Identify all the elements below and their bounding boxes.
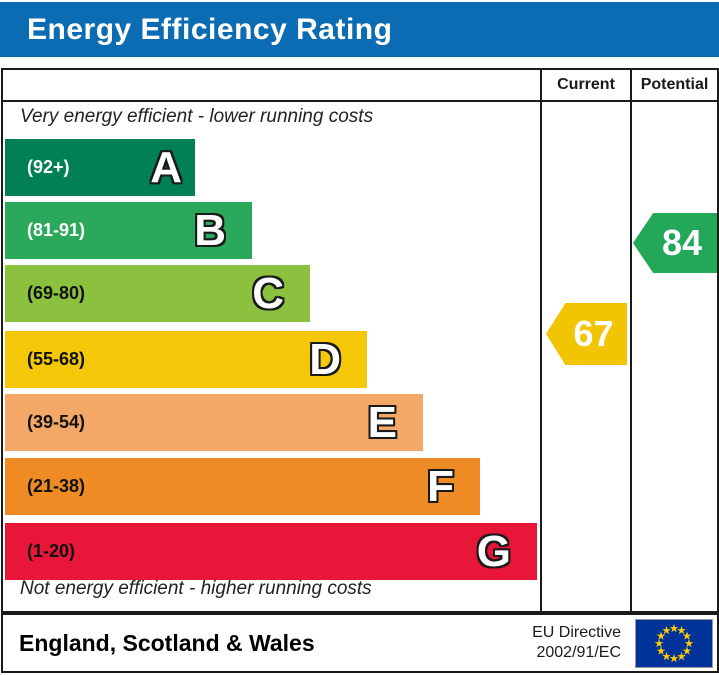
potential-column-header: Potential <box>640 76 709 93</box>
current-column-header: Current <box>557 76 615 93</box>
eu-directive-line1: EU Directive <box>532 624 621 641</box>
footer-bar: England, Scotland & Wales EU Directive 2… <box>1 613 719 673</box>
band-letter: E <box>367 398 397 447</box>
header-divider <box>3 100 717 102</box>
band-row-b: (81-91) B <box>5 202 252 259</box>
current-rating-arrow: 67 <box>546 303 627 365</box>
eu-directive-label: EU Directive 2002/91/EC <box>532 623 621 663</box>
column-divider-potential <box>630 70 632 611</box>
band-row-a: (92+) A <box>5 139 195 196</box>
band-range-label: (69-80) <box>27 283 86 303</box>
band-range-label: (39-54) <box>27 412 86 432</box>
rating-table: Current Potential Very energy efficient … <box>1 68 719 613</box>
page-title: Energy Efficiency Rating <box>27 12 393 46</box>
title-bar: Energy Efficiency Rating <box>0 2 719 57</box>
region-label: England, Scotland & Wales <box>19 629 315 656</box>
band-range-label: (81-91) <box>27 220 86 240</box>
band-letter: D <box>309 335 341 384</box>
column-divider-current <box>540 70 542 611</box>
band-letter: G <box>476 527 511 576</box>
bottom-note: Not energy efficient - higher running co… <box>20 578 372 599</box>
band-letter: F <box>427 462 454 511</box>
potential-rating-arrow: 84 <box>633 213 717 273</box>
band-row-e: (39-54) E <box>5 394 423 451</box>
band-letter: B <box>194 206 226 255</box>
band-range-label: (21-38) <box>27 476 86 496</box>
band-range-label: (92+) <box>27 157 70 177</box>
band-row-g: (1-20) G <box>5 523 537 580</box>
band-letter: C <box>252 269 284 318</box>
eu-directive-line2: 2002/91/EC <box>536 644 621 661</box>
top-note: Very energy efficient - lower running co… <box>20 106 374 127</box>
band-row-d: (55-68) D <box>5 331 367 388</box>
band-range-label: (1-20) <box>27 541 76 561</box>
band-range-label: (55-68) <box>27 349 86 369</box>
band-row-f: (21-38) F <box>5 458 480 515</box>
eu-flag-icon <box>635 619 713 668</box>
band-row-c: (69-80) C <box>5 265 310 322</box>
band-letter: A <box>150 143 182 192</box>
